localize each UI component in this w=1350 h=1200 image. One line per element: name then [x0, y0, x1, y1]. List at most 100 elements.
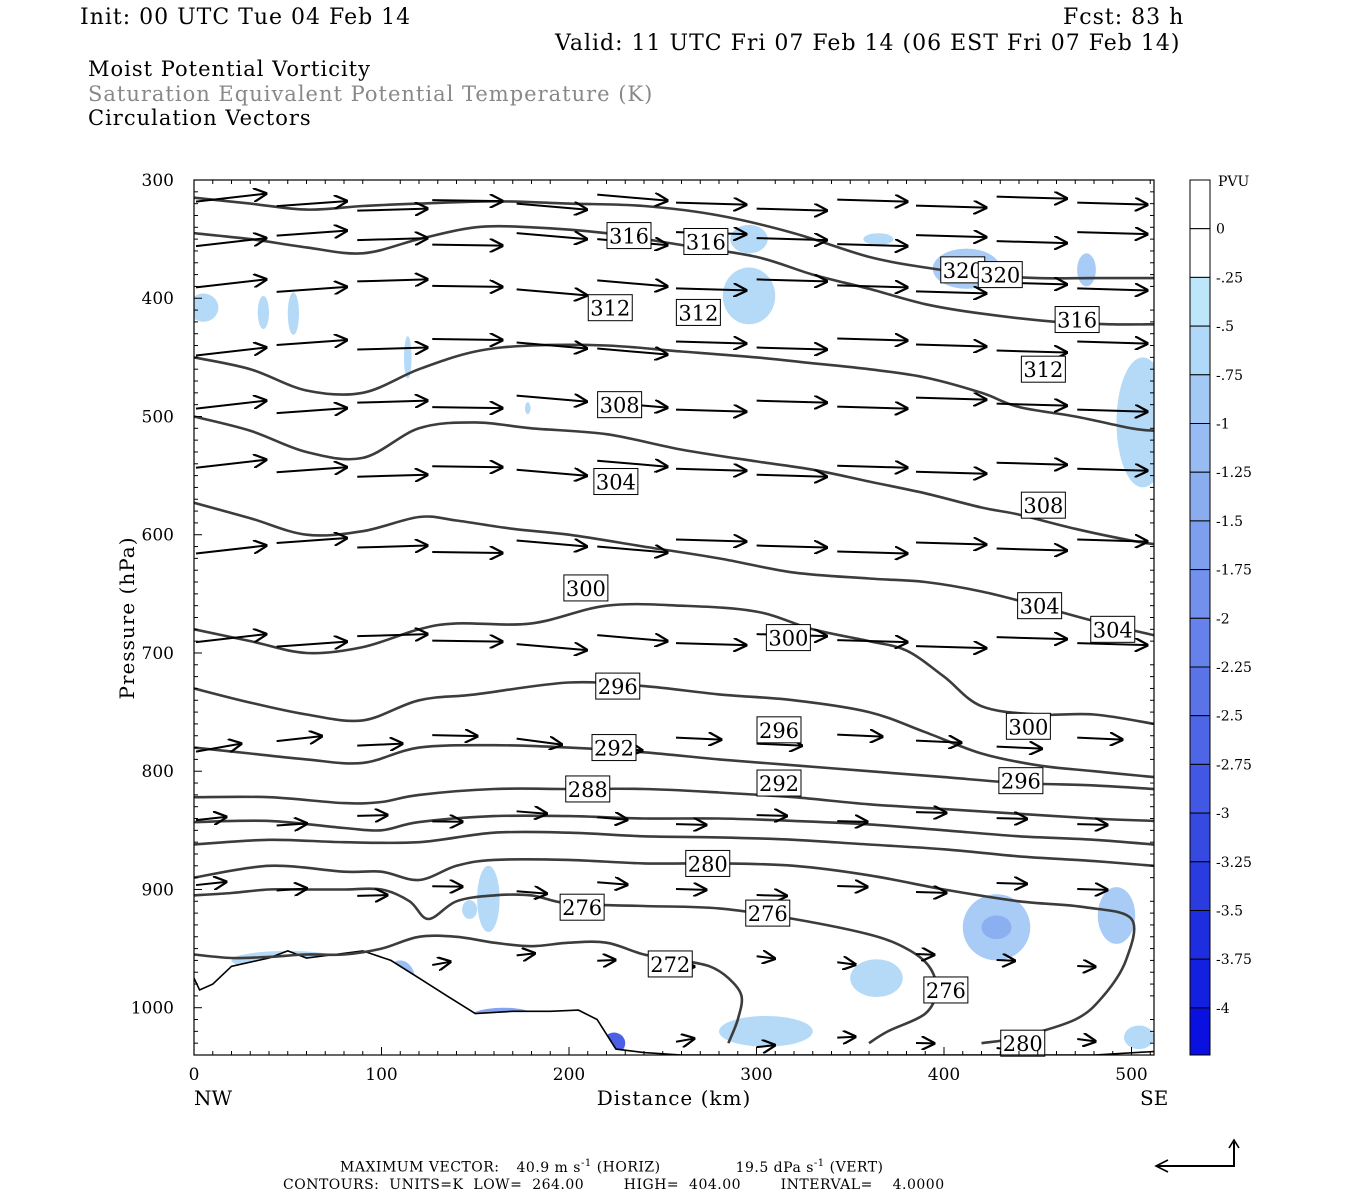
- circulation-vector: [195, 460, 266, 469]
- circulation-vector: [837, 200, 907, 202]
- colorbar-swatch: [1189, 179, 1211, 230]
- field-title-pv: Moist Potential Vorticity: [88, 57, 371, 81]
- circulation-vector: [276, 467, 347, 472]
- contour-label-box: [1020, 355, 1066, 383]
- circulation-vector: [1077, 540, 1147, 542]
- contour-label: 296: [1001, 770, 1041, 794]
- circulation-vector: [837, 285, 907, 287]
- circulation-vector: [516, 204, 587, 210]
- colorbar-label: -3: [1216, 806, 1230, 822]
- contour-label: 312: [678, 301, 718, 325]
- reference-vector-icon: [1154, 1138, 1240, 1173]
- contour-label-box: [756, 716, 802, 744]
- colorbar-swatch: [1189, 325, 1211, 376]
- contour-label-box: [923, 976, 969, 1004]
- vert-unit: (VERT): [829, 1159, 884, 1176]
- x-tick-label: 100: [365, 1065, 397, 1085]
- circulation-vector: [756, 744, 802, 746]
- circulation-vector: [675, 643, 746, 645]
- circulation-vector: [195, 546, 266, 555]
- circulation-vector: [432, 286, 502, 287]
- circulation-vector: [996, 197, 1067, 199]
- circulation-vector: [276, 231, 347, 236]
- colorbar-swatch: [1189, 861, 1211, 911]
- circulation-vector: [432, 962, 450, 965]
- contour-label: 280: [688, 852, 728, 876]
- contour-label: 300: [768, 627, 808, 651]
- pv-region: [1077, 253, 1096, 287]
- circulation-vector: [675, 1039, 694, 1042]
- max-vector-vert: 19.5 dPa s: [735, 1159, 814, 1176]
- circulation-vector: [915, 206, 986, 208]
- contour-label: 272: [650, 953, 690, 977]
- contour-label: 304: [596, 471, 636, 495]
- colorbar-swatch: [1189, 617, 1211, 668]
- circulation-vector: [276, 201, 347, 206]
- contour-label-box: [1054, 306, 1100, 334]
- circulation-vector: [195, 401, 266, 410]
- y-tick-label: 800: [142, 762, 174, 782]
- terrain-fill: [194, 950, 1154, 1055]
- colorbar-label: -2: [1216, 611, 1230, 627]
- circulation-vector: [516, 289, 587, 295]
- contour-label-box: [1090, 615, 1136, 643]
- circulation-vector: [195, 348, 266, 357]
- circulation-vector: [357, 348, 427, 350]
- contour-label: 276: [926, 979, 966, 1003]
- circulation-vector: [1077, 410, 1147, 412]
- x-tick-label: 200: [553, 1065, 585, 1085]
- contour-label-box: [1020, 491, 1066, 519]
- circulation-vector: [996, 549, 1067, 551]
- circulation-vector: [1077, 824, 1107, 825]
- colorbar-label: -4: [1216, 1001, 1230, 1017]
- circulation-vector: [1077, 1039, 1095, 1041]
- contour-300: [194, 602, 1154, 726]
- circulation-vector: [915, 235, 986, 237]
- circulation-vector: [276, 340, 347, 345]
- circulation-vector: [516, 343, 587, 349]
- contour-292: [194, 743, 1154, 791]
- contour-308: [194, 415, 1154, 546]
- x-end-label-se: SE: [1140, 1086, 1168, 1110]
- circulation-vector: [1077, 738, 1122, 740]
- y-tick-label: 900: [142, 880, 174, 900]
- circulation-vector: [756, 546, 827, 548]
- contour-label-box: [563, 574, 609, 602]
- y-tick-label: 500: [142, 407, 174, 427]
- circulation-vector: [837, 962, 855, 964]
- circulation-vector: [357, 279, 427, 281]
- contour-label-box: [1005, 712, 1051, 740]
- colorbar-label: -1.25: [1216, 465, 1252, 481]
- circulation-vector: [357, 238, 427, 240]
- contour-label: 316: [686, 230, 726, 254]
- contour-label-box: [593, 468, 639, 496]
- colorbar-label: -2.75: [1216, 757, 1252, 773]
- max-vector-label: MAXIMUM VECTOR:: [340, 1159, 500, 1176]
- circulation-vector: [675, 203, 746, 205]
- contour-label-box: [745, 899, 791, 927]
- circulation-vector: [756, 1045, 775, 1047]
- contour-label: 276: [748, 902, 788, 926]
- circulation-vector: [837, 735, 882, 737]
- contour-label: 292: [594, 737, 634, 761]
- colorbar-swatch: [1189, 569, 1211, 619]
- contour-296: [194, 680, 1154, 779]
- circulation-vector: [675, 410, 746, 412]
- contour-label-box: [591, 734, 637, 762]
- colorbar-label: -.25: [1216, 270, 1243, 286]
- circulation-vector: [996, 960, 1015, 961]
- pv-region: [524, 402, 531, 415]
- circulation-vector: [837, 466, 907, 468]
- circulation-vector: [1077, 203, 1147, 205]
- circulation-vector: [756, 475, 827, 477]
- contour-label-box: [685, 849, 731, 877]
- x-tick-label: 300: [740, 1065, 772, 1085]
- contour-label: 288: [568, 778, 608, 802]
- contour-label-box: [565, 775, 611, 803]
- circulation-vector: [432, 245, 502, 246]
- contour-label: 320: [980, 264, 1020, 288]
- y-tick-label: 700: [142, 644, 174, 664]
- circulation-vector: [516, 541, 587, 547]
- colorbar-label: -2.5: [1216, 709, 1243, 725]
